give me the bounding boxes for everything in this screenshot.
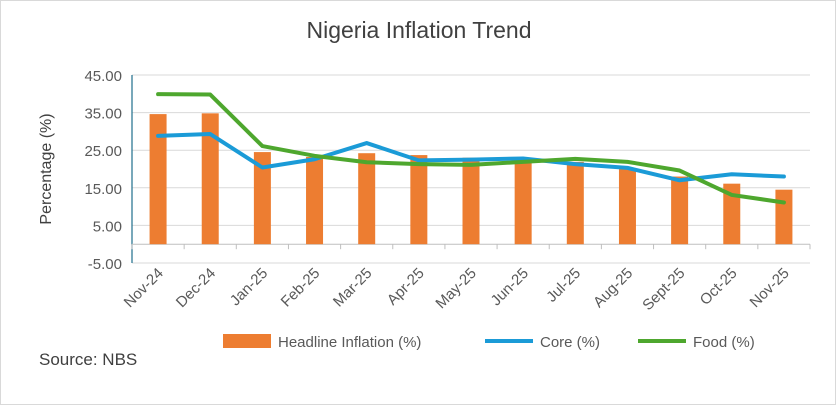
x-tick-label: Apr-25 [384, 265, 428, 309]
y-tick-label: 15.00 [84, 181, 122, 198]
bar-headline [149, 114, 167, 245]
x-tick-label: Dec-24 [173, 265, 219, 311]
x-tick-label: Jan-25 [227, 265, 271, 309]
bar-headline [201, 113, 219, 245]
bar-headline [514, 160, 532, 245]
x-tick-label: Mar-25 [330, 265, 376, 311]
x-tick-label: Jun-25 [488, 265, 532, 309]
legend-label-food: Food (%) [693, 334, 755, 351]
bar-headline [723, 183, 741, 245]
x-tick-label: Aug-25 [590, 265, 636, 311]
bar-headline [775, 189, 793, 245]
y-tick-label: 25.00 [84, 143, 122, 160]
x-tick-label: Jul-25 [543, 265, 584, 306]
bar-headline [671, 176, 689, 245]
bar-headline [566, 161, 584, 245]
y-tick-label: 45.00 [84, 68, 122, 85]
y-tick-label: 5.00 [93, 218, 122, 235]
y-tick-label: -5.00 [88, 256, 122, 273]
chart-title: Nigeria Inflation Trend [306, 17, 532, 43]
bar-headline [306, 156, 324, 245]
x-tick-label: Nov-25 [747, 265, 793, 311]
legend-label-headline: Headline Inflation (%) [278, 334, 421, 351]
legend-label-core: Core (%) [540, 334, 600, 351]
source-note: Source: NBS [39, 350, 138, 369]
y-axis-label: Percentage (%) [38, 113, 55, 224]
bar-headline [618, 168, 636, 245]
y-tick-label: 35.00 [84, 106, 122, 123]
legend-swatch-headline [223, 334, 271, 348]
bar-headline [358, 153, 376, 245]
bar-headline [462, 157, 480, 245]
x-tick-label: Sept-25 [639, 265, 688, 314]
x-tick-label: Nov-24 [121, 265, 167, 311]
x-tick-label: Oct-25 [697, 265, 741, 309]
x-tick-label: May-25 [432, 265, 479, 312]
x-tick-label: Feb-25 [278, 265, 324, 311]
bar-headline [253, 152, 271, 245]
bar-headline [410, 155, 428, 245]
